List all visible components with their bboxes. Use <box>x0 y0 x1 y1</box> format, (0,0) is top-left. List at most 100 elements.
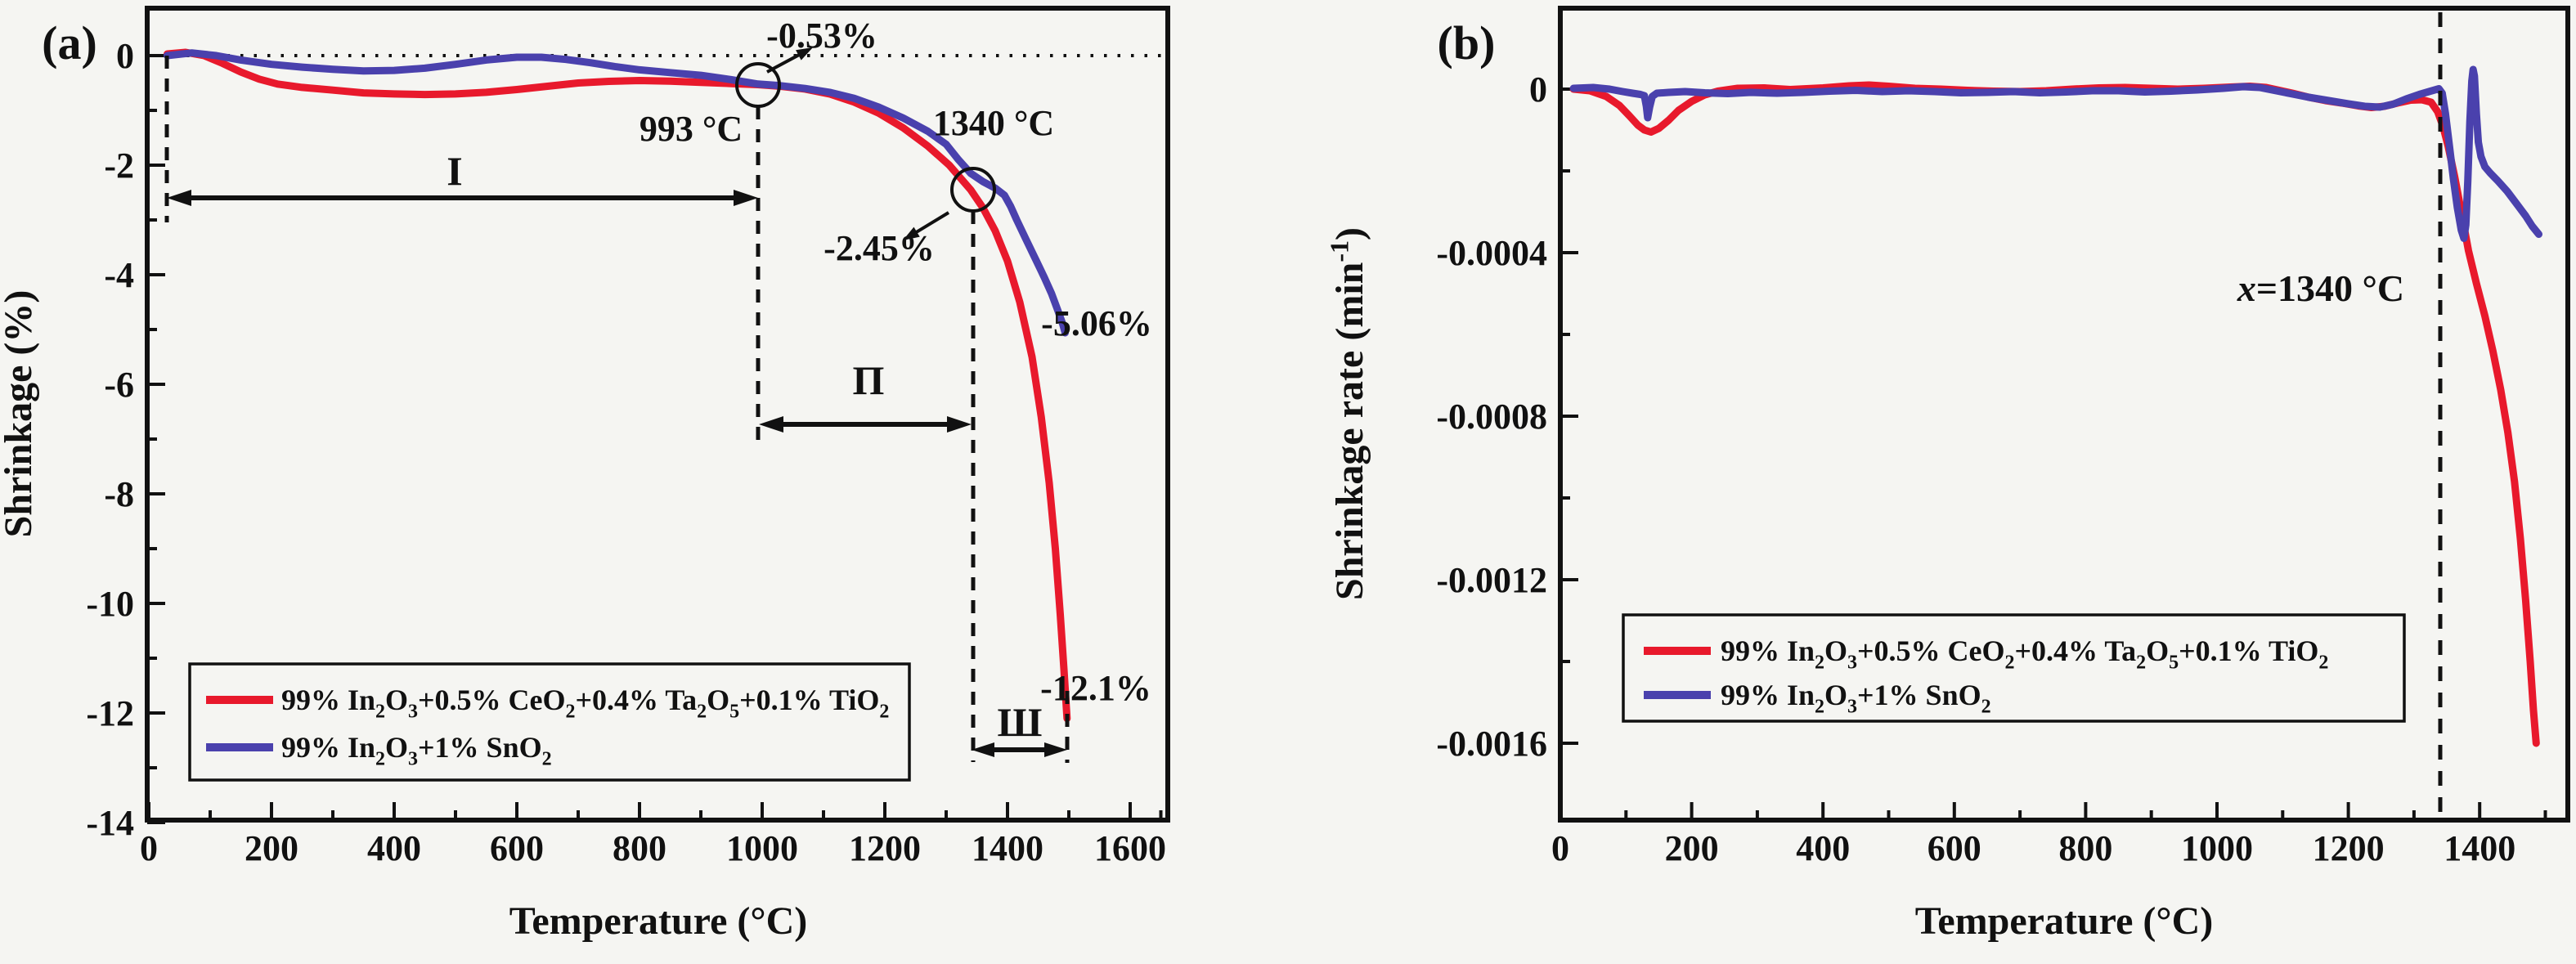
panel-b-ticks <box>1559 87 2547 820</box>
text-run: 200 <box>1665 828 1719 868</box>
leader-arrow-second-shrink <box>903 211 950 240</box>
annotation-a-blue-final: -5.06% <box>1041 303 1152 343</box>
text-run: 3 <box>1847 652 1857 674</box>
text-run: 0 <box>1529 69 1547 110</box>
text-run: 993 °C <box>640 109 743 149</box>
x-tick-label: 1400 <box>2444 828 2515 868</box>
text-run: 2 <box>697 702 707 723</box>
y-tick-label: -2 <box>104 146 134 186</box>
text-run: +0.1% TiO <box>2179 634 2318 667</box>
text-run: Shrinkage rate (min <box>1328 262 1371 600</box>
legend-label-blue: 99% In2O3+1% SnO2 <box>1721 679 1991 718</box>
legend-label-blue: 99% In2O3+1% SnO2 <box>281 731 552 770</box>
annotation-a-onset-temp: 993 °C <box>640 109 743 149</box>
panel-a-ticks <box>147 54 1163 824</box>
text-run: 1600 <box>1094 828 1166 868</box>
arrowhead-start <box>759 416 783 433</box>
panel-a-annotations: -0.53% 993 °C 1340 °C -2.45% -5.06% -12.1% I П Ш <box>164 16 1152 763</box>
text-run: (b) <box>1438 16 1496 69</box>
text-run: 2 <box>1815 697 1824 718</box>
text-run: Temperature (°C) <box>1915 899 2213 943</box>
point-circle-993c <box>735 62 781 108</box>
y-tick-label: -6 <box>104 365 134 405</box>
y-axis-title: Shrinkage (%) <box>0 290 40 538</box>
text-run: +0.4% Ta <box>576 684 698 716</box>
panel-a: 0 200 400 600 800 1000 1200 1400 1600 0 -2 -4 -6 -8 -1… <box>0 6 1170 943</box>
text-run: =1340 °C <box>2256 267 2404 309</box>
panel-a-tick-labels: 0 200 400 600 800 1000 1200 1400 1600 0 -2 -4 -6 -8 -1… <box>86 36 1166 868</box>
y-tick-label: -0.0004 <box>1436 233 1547 273</box>
text-run: +0.1% TiO <box>739 684 879 716</box>
text-run: O <box>1824 679 1847 711</box>
arrow-shaft <box>913 211 950 235</box>
text-run: -0.0008 <box>1436 397 1547 437</box>
text-run: 1400 <box>972 828 1043 868</box>
text-run: O <box>707 684 729 716</box>
text-run: -4 <box>104 255 134 295</box>
text-run: 400 <box>367 828 421 868</box>
text-run: O <box>385 731 408 764</box>
text-run: 800 <box>613 828 666 868</box>
panel-b-annotations: x=1340 °C <box>2237 12 2443 814</box>
text-run: 0 <box>116 36 134 76</box>
text-run: x <box>2237 267 2256 309</box>
panel-a-legend: 99% In2O3+0.5% CeO2+0.4% Ta2O5+0.1% TiO2… <box>188 662 911 782</box>
text-run: 0 <box>1551 828 1569 868</box>
arrowhead-end <box>734 190 758 206</box>
text-run: 1400 <box>2444 828 2515 868</box>
panel-b: 0 200 400 600 800 1000 1200 1400 0 -0.0004 -0.0008… <box>1325 6 2570 943</box>
text-run: (a) <box>42 16 97 69</box>
y-tick-label: -14 <box>86 803 134 843</box>
x-tick-label: 800 <box>613 828 666 868</box>
text-run: 600 <box>1928 828 1981 868</box>
y-tick-label: -12 <box>86 693 134 733</box>
text-run: 99% In <box>1721 634 1815 667</box>
arrowhead-start <box>167 190 191 206</box>
text-run: 2 <box>375 749 385 770</box>
text-run: 1200 <box>849 828 921 868</box>
text-run: +1% SnO <box>1857 679 1981 711</box>
text-run: 2 <box>2136 652 2146 674</box>
text-run: +1% SnO <box>418 731 542 764</box>
text-run: -0.0016 <box>1436 724 1547 764</box>
legend-box <box>188 662 911 782</box>
y-tick-label: -0.0012 <box>1436 560 1547 600</box>
panel-b-legend: 99% In2O3+0.5% CeO2+0.4% Ta2O5+0.1% TiO2… <box>1622 613 2406 723</box>
text-run: 1000 <box>2181 828 2253 868</box>
annotation-a-region-3: Ш <box>998 699 1043 745</box>
text-run: +0.5% CeO <box>1857 634 2005 667</box>
y-tick-label: 0 <box>116 36 134 76</box>
text-run: 2 <box>2318 652 2328 674</box>
x-tick-label: 400 <box>1796 828 1850 868</box>
text-run: I <box>447 148 462 194</box>
x-tick-label: 1200 <box>849 828 921 868</box>
text-run: -6 <box>104 365 134 405</box>
annotation-a-second-temp: 1340 °C <box>933 103 1054 143</box>
region-arrow-1 <box>167 190 758 206</box>
text-run: 99% In <box>281 684 375 716</box>
y-tick-label: -0.0008 <box>1436 397 1547 437</box>
x-tick-label: 1200 <box>2313 828 2385 868</box>
text-run: 5 <box>2169 652 2179 674</box>
text-run: -1 <box>1325 240 1354 262</box>
text-run: +0.5% CeO <box>418 684 566 716</box>
panel-b-frame <box>1558 6 2570 823</box>
text-run: 200 <box>245 828 298 868</box>
text-run: 2 <box>1981 697 1991 718</box>
x-tick-label: 1400 <box>972 828 1043 868</box>
x-tick-label: 200 <box>245 828 298 868</box>
text-run: O <box>385 684 408 716</box>
annotation-a-second-shrink: -2.45% <box>824 228 935 268</box>
region-arrow-3 <box>972 742 1067 757</box>
text-run: -2 <box>104 146 134 186</box>
annotation-a-first-shrink: -0.53% <box>766 16 877 56</box>
text-run: 99% In <box>1721 679 1815 711</box>
text-run: -10 <box>86 584 134 624</box>
x-tick-label: 800 <box>2058 828 2112 868</box>
y-tick-label: -8 <box>104 474 134 514</box>
x-tick-label: 0 <box>1551 828 1569 868</box>
annotation-a-region-1: I <box>447 148 462 194</box>
text-run: -14 <box>86 803 134 843</box>
panel-tag-a: (a) <box>42 16 97 69</box>
